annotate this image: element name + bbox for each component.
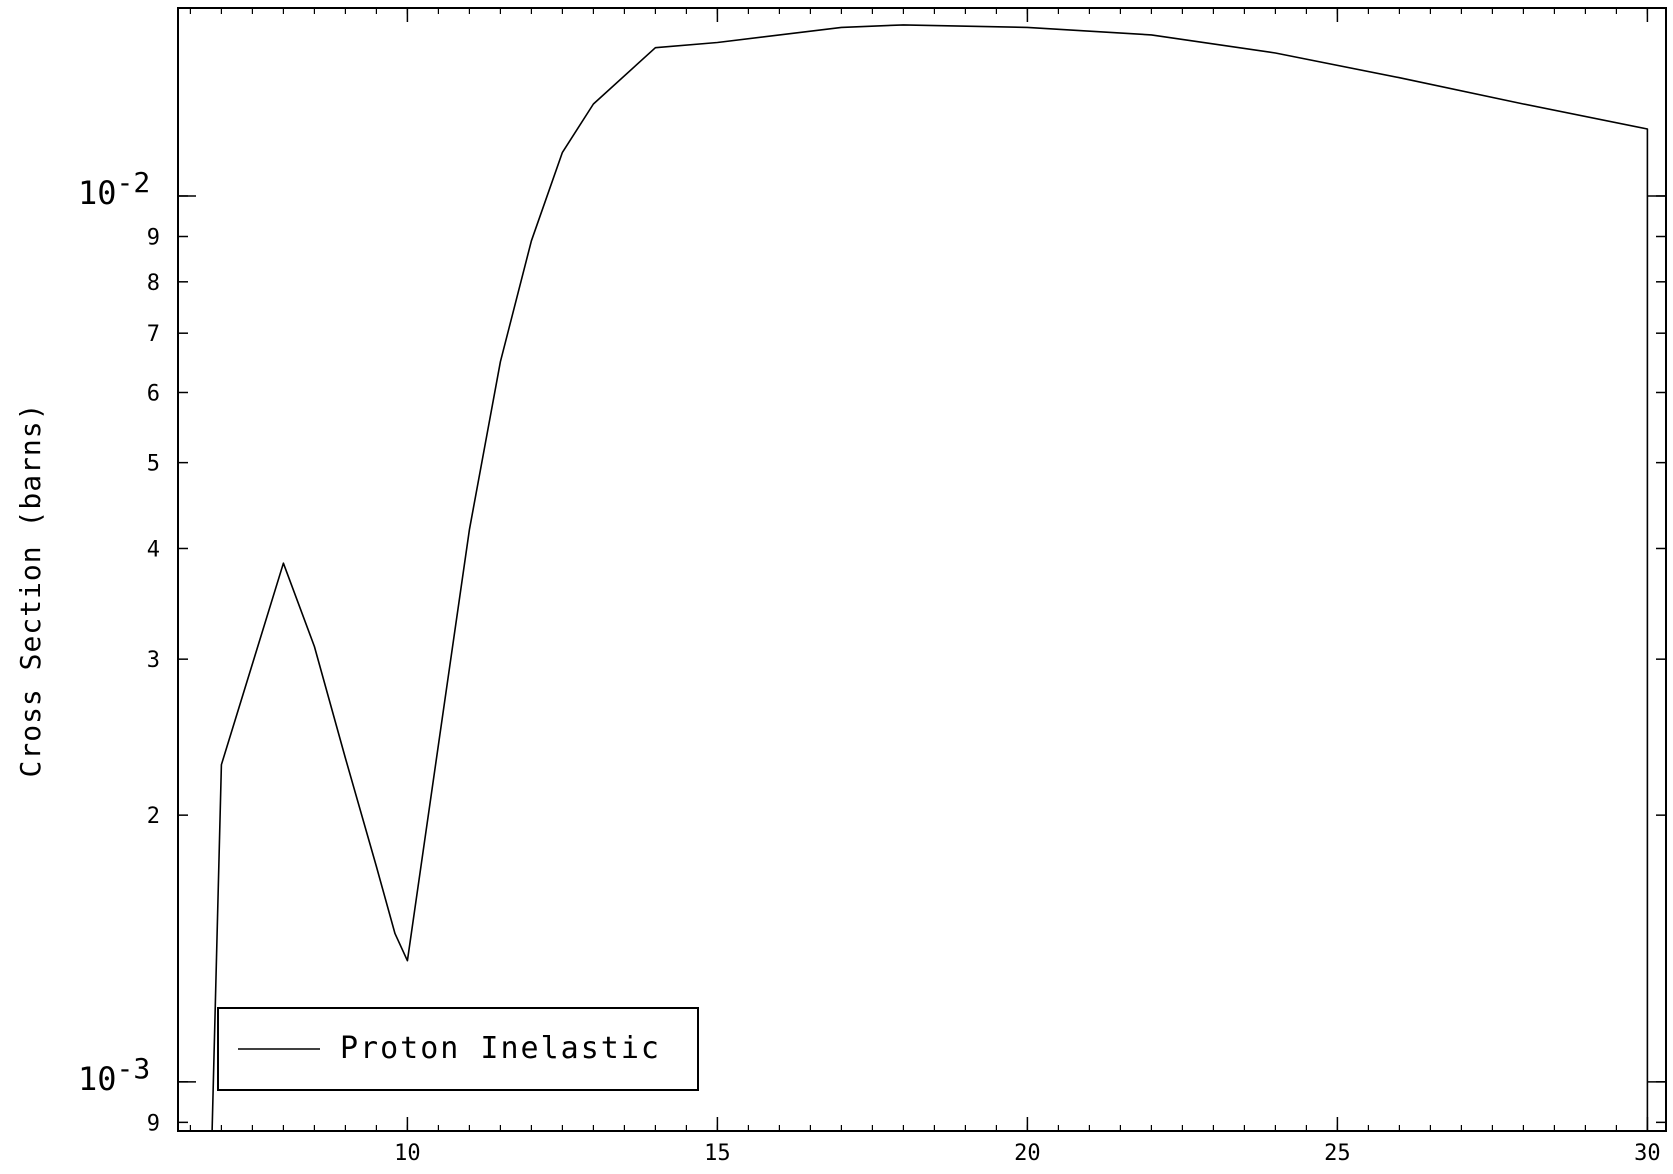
- minor-ticks: [178, 8, 1666, 1131]
- x-tick-label: 15: [704, 1141, 731, 1166]
- series-line-proton-inelastic: [211, 24, 1649, 1132]
- y-decade-label: 10-3: [78, 1052, 150, 1098]
- legend-label: Proton Inelastic: [340, 1031, 661, 1066]
- x-tick-label: 10: [394, 1141, 421, 1166]
- x-ticks: 10 15 20 25 30: [394, 8, 1661, 1166]
- legend: Proton Inelastic: [217, 1007, 699, 1091]
- y-minor-tick-label: 3: [147, 648, 160, 673]
- y-decade-exponent: -3: [117, 1052, 151, 1085]
- y-minor-tick-label: 6: [147, 381, 160, 406]
- y-decade-label: 10-2: [78, 166, 150, 212]
- x-tick-label: 20: [1014, 1141, 1041, 1166]
- y-decade-base: 10: [78, 1060, 117, 1098]
- x-tick-label: 25: [1324, 1141, 1351, 1166]
- y-decade-base: 10: [78, 174, 117, 212]
- y-minor-tick-label: 8: [147, 271, 160, 296]
- x-tick-label: 30: [1634, 1141, 1661, 1166]
- y-axis-title: Cross Section (barns): [14, 402, 47, 777]
- y-minor-tick-label: 9: [147, 1111, 160, 1136]
- y-minor-tick-label: 4: [147, 537, 160, 562]
- y-minor-tick-label: 7: [147, 322, 160, 347]
- y-minor-tick-label: 5: [147, 452, 160, 477]
- y-minor-tick-label: 9: [147, 226, 160, 251]
- plot-frame: [177, 7, 1667, 1132]
- y-minor-tick-label: 2: [147, 804, 160, 829]
- series-layer: [211, 24, 1649, 1132]
- y-decade-exponent: -2: [117, 166, 151, 199]
